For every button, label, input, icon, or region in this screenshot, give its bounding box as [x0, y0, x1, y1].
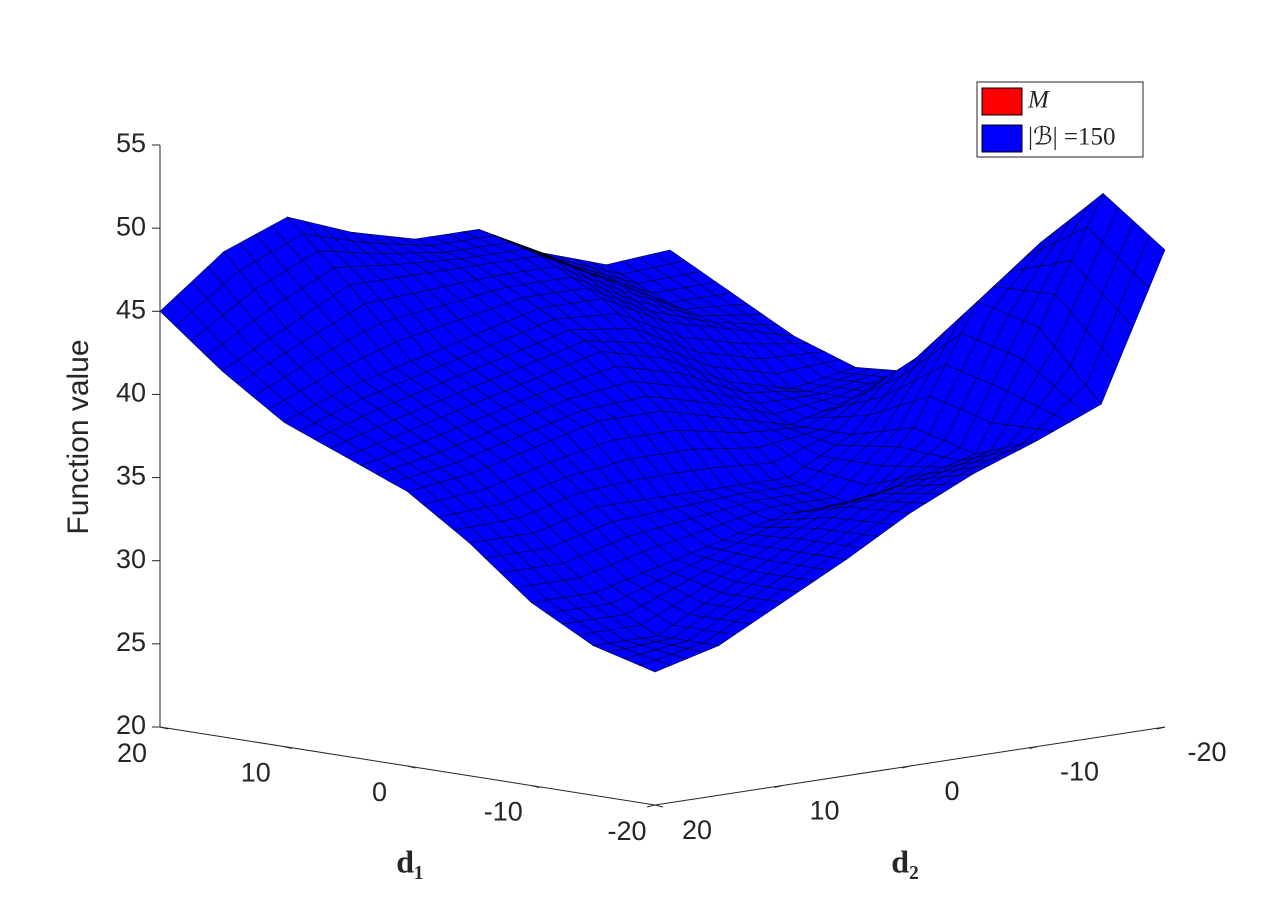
y-tick-label: -10 — [1060, 757, 1099, 787]
legend: M |ℬ| =150 — [976, 81, 1144, 158]
z-tick-label: 55 — [116, 128, 146, 158]
x-tick — [407, 765, 416, 769]
x-tick — [531, 785, 540, 788]
legend-label: M — [1027, 87, 1050, 114]
x-tick — [283, 746, 292, 749]
z-tick-label: 35 — [116, 461, 146, 491]
x-tick — [159, 726, 169, 730]
y-tick — [1029, 746, 1038, 749]
legend-label: |ℬ| =150 — [1028, 124, 1116, 151]
axes: 20 25 30 35 40 45 50 55 -20 -10 0 10 20 -20 -10 0 10 20 — [116, 128, 1227, 846]
x-tick-label: 10 — [241, 758, 271, 788]
z-tick-label: 40 — [116, 378, 146, 408]
y-axis-label: d₂ — [891, 843, 918, 879]
z-tick-label: 25 — [116, 627, 146, 657]
x-tick-label: -10 — [484, 797, 523, 827]
legend-swatch — [981, 87, 1023, 116]
surface-patch — [638, 659, 672, 673]
surface — [159, 192, 1166, 673]
y-tick-label: -20 — [1187, 737, 1226, 767]
y-tick-label: 20 — [682, 815, 712, 845]
z-tick-label: 20 — [116, 710, 146, 740]
x-tick — [654, 804, 664, 808]
x-tick-label: 20 — [117, 738, 147, 768]
x-axis-label: d₁ — [396, 843, 423, 879]
z-tick-label: 30 — [116, 544, 146, 574]
y-tick-label: 10 — [809, 796, 839, 826]
z-tick-label: 45 — [116, 294, 146, 324]
z-tick-label: 50 — [116, 211, 146, 241]
x-tick-label: 0 — [372, 777, 387, 807]
z-axis-label: Function value — [62, 339, 95, 534]
x-tick-label: -20 — [607, 816, 646, 846]
legend-swatch — [981, 124, 1023, 153]
y-tick — [646, 804, 656, 808]
y-tick-label: 0 — [944, 776, 959, 806]
y-tick — [774, 785, 783, 788]
y-tick — [901, 765, 911, 769]
y-tick — [1156, 726, 1166, 730]
